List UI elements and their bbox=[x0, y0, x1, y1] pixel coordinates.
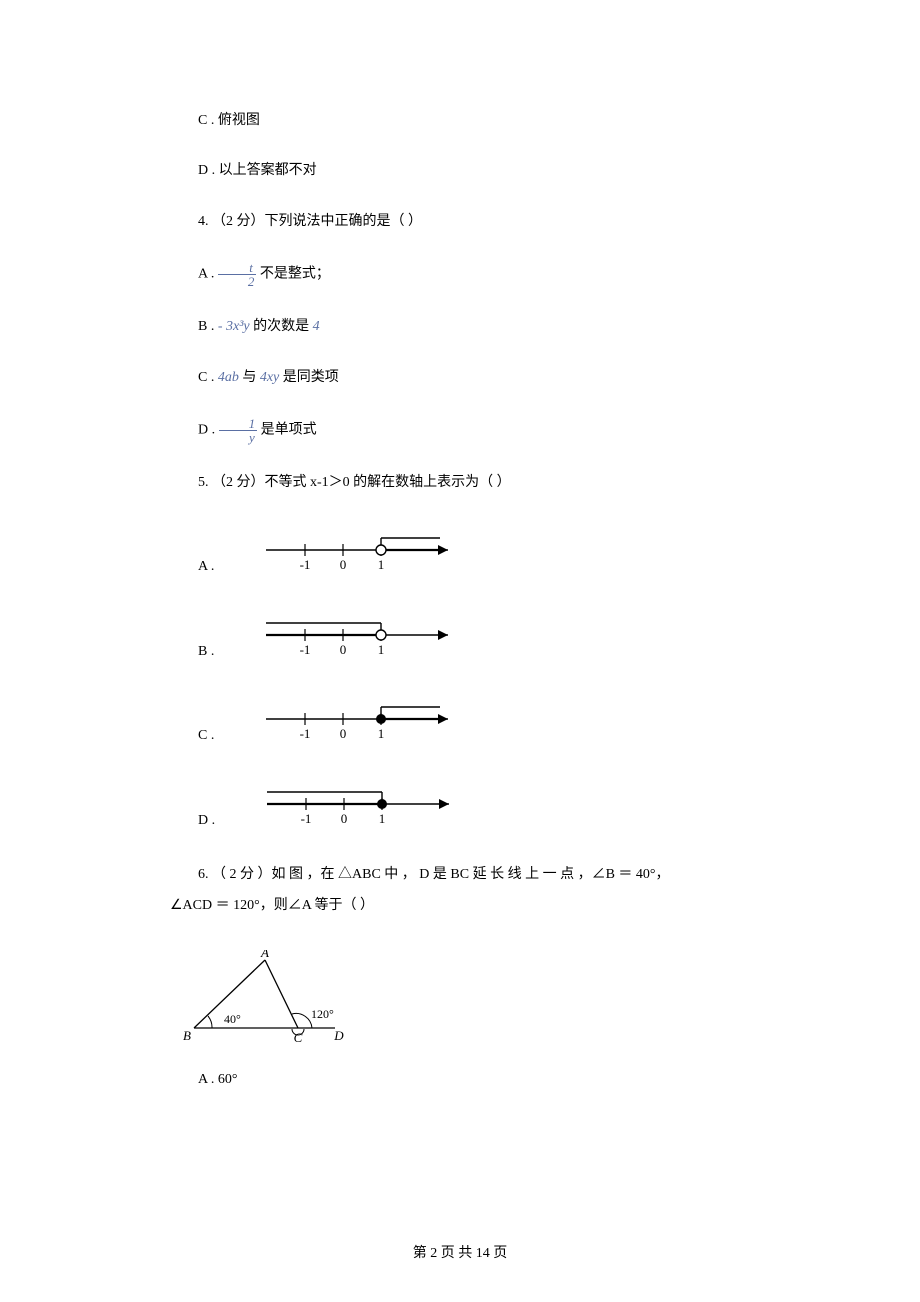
q4-c-post: 是同类项 bbox=[283, 370, 339, 385]
page-content: C . 俯视图 D . 以上答案都不对 4. （2 分）下列说法中正确的是（ ）… bbox=[0, 0, 920, 1302]
q4-b-num: 4 bbox=[313, 319, 320, 334]
q5-option-a: A . -1 0 1 bbox=[170, 522, 790, 578]
q4-d-prefix: D . bbox=[198, 423, 219, 438]
q4-b-expr: - 3x³y bbox=[218, 319, 250, 334]
q5-d-numberline: -1 0 1 bbox=[231, 776, 459, 832]
q4-d-frac-num: 1 bbox=[219, 417, 258, 431]
svg-text:D: D bbox=[333, 1028, 344, 1042]
q4-option-c: C . 4ab 与 4xy 是同类项 bbox=[170, 367, 790, 389]
svg-text:-1: -1 bbox=[299, 726, 310, 739]
q4-a-suffix: 不是整式； bbox=[260, 267, 330, 282]
q4-option-a: A . t 2 不是整式； bbox=[170, 261, 790, 288]
q4-option-b: B . - 3x³y 的次数是 4 bbox=[170, 316, 790, 338]
prev-option-d: D . 以上答案都不对 bbox=[170, 160, 790, 182]
svg-text:1: 1 bbox=[378, 642, 385, 655]
svg-text:-1: -1 bbox=[299, 557, 310, 570]
svg-text:1: 1 bbox=[378, 557, 385, 570]
page-footer: 第 2 页 共 14 页 bbox=[0, 1242, 920, 1262]
q5-option-d: D . -1 0 1 bbox=[170, 776, 790, 832]
svg-text:1: 1 bbox=[378, 726, 385, 739]
svg-text:0: 0 bbox=[340, 811, 347, 824]
q4-b-mid: 的次数是 bbox=[253, 319, 309, 334]
q5-stem: 5. （2 分）不等式 x-1＞0 的解在数轴上表示为（ ） bbox=[170, 472, 790, 494]
q4-c-expr2: 4xy bbox=[260, 370, 279, 385]
prev-option-c: C . 俯视图 bbox=[170, 110, 790, 132]
svg-text:40°: 40° bbox=[224, 1012, 241, 1026]
q5-a-numberline: -1 0 1 bbox=[230, 522, 458, 578]
q4-b-prefix: B . bbox=[198, 319, 218, 334]
svg-text:B: B bbox=[183, 1028, 191, 1042]
q4-a-fraction: t 2 bbox=[218, 261, 257, 288]
q5-option-c: C . -1 0 1 bbox=[170, 691, 790, 747]
q5-c-label: C . bbox=[198, 728, 214, 743]
q4-d-post: 是单项式 bbox=[261, 423, 317, 438]
q5-c-numberline: -1 0 1 bbox=[230, 691, 458, 747]
q6-stem-line2: ∠ACD ＝ 120°，则∠A 等于（ ） bbox=[170, 898, 374, 913]
svg-text:A: A bbox=[260, 950, 269, 960]
q5-a-label: A . bbox=[198, 559, 214, 574]
q4-a-frac-den: 2 bbox=[218, 275, 257, 288]
q5-b-numberline: -1 0 1 bbox=[230, 607, 458, 663]
q4-d-fraction: 1 y bbox=[219, 417, 258, 444]
q4-option-d: D . 1 y 是单项式 bbox=[170, 417, 790, 444]
q4-d-frac-den: y bbox=[219, 431, 258, 444]
q6-figure: A B C D 40° 120° bbox=[180, 950, 790, 1047]
svg-text:0: 0 bbox=[340, 726, 347, 739]
svg-text:0: 0 bbox=[340, 557, 347, 570]
q4-c-prefix: C . bbox=[198, 370, 218, 385]
q5-d-label: D . bbox=[198, 813, 215, 828]
svg-text:C: C bbox=[294, 1030, 303, 1042]
q4-a-prefix: A . bbox=[198, 267, 218, 282]
svg-text:120°: 120° bbox=[311, 1007, 334, 1021]
svg-text:0: 0 bbox=[340, 642, 347, 655]
svg-text:1: 1 bbox=[378, 811, 385, 824]
q4-a-frac-num: t bbox=[218, 261, 257, 275]
q6-stem-line1: 6. （ 2 分 ）如 图 ，在 △ABC 中 ， D 是 BC 延 长 线 上… bbox=[198, 867, 670, 882]
svg-text:-1: -1 bbox=[300, 811, 311, 824]
q6-option-a: A . 60° bbox=[170, 1069, 790, 1091]
svg-text:-1: -1 bbox=[299, 642, 310, 655]
q4-stem: 4. （2 分）下列说法中正确的是（ ） bbox=[170, 211, 790, 233]
q6-stem: 6. （ 2 分 ）如 图 ，在 △ABC 中 ， D 是 BC 延 长 线 上… bbox=[170, 860, 790, 922]
q5-b-label: B . bbox=[198, 644, 214, 659]
q5-option-b: B . -1 0 1 bbox=[170, 607, 790, 663]
q4-c-mid: 与 bbox=[242, 370, 256, 385]
q4-c-expr1: 4ab bbox=[218, 370, 239, 385]
